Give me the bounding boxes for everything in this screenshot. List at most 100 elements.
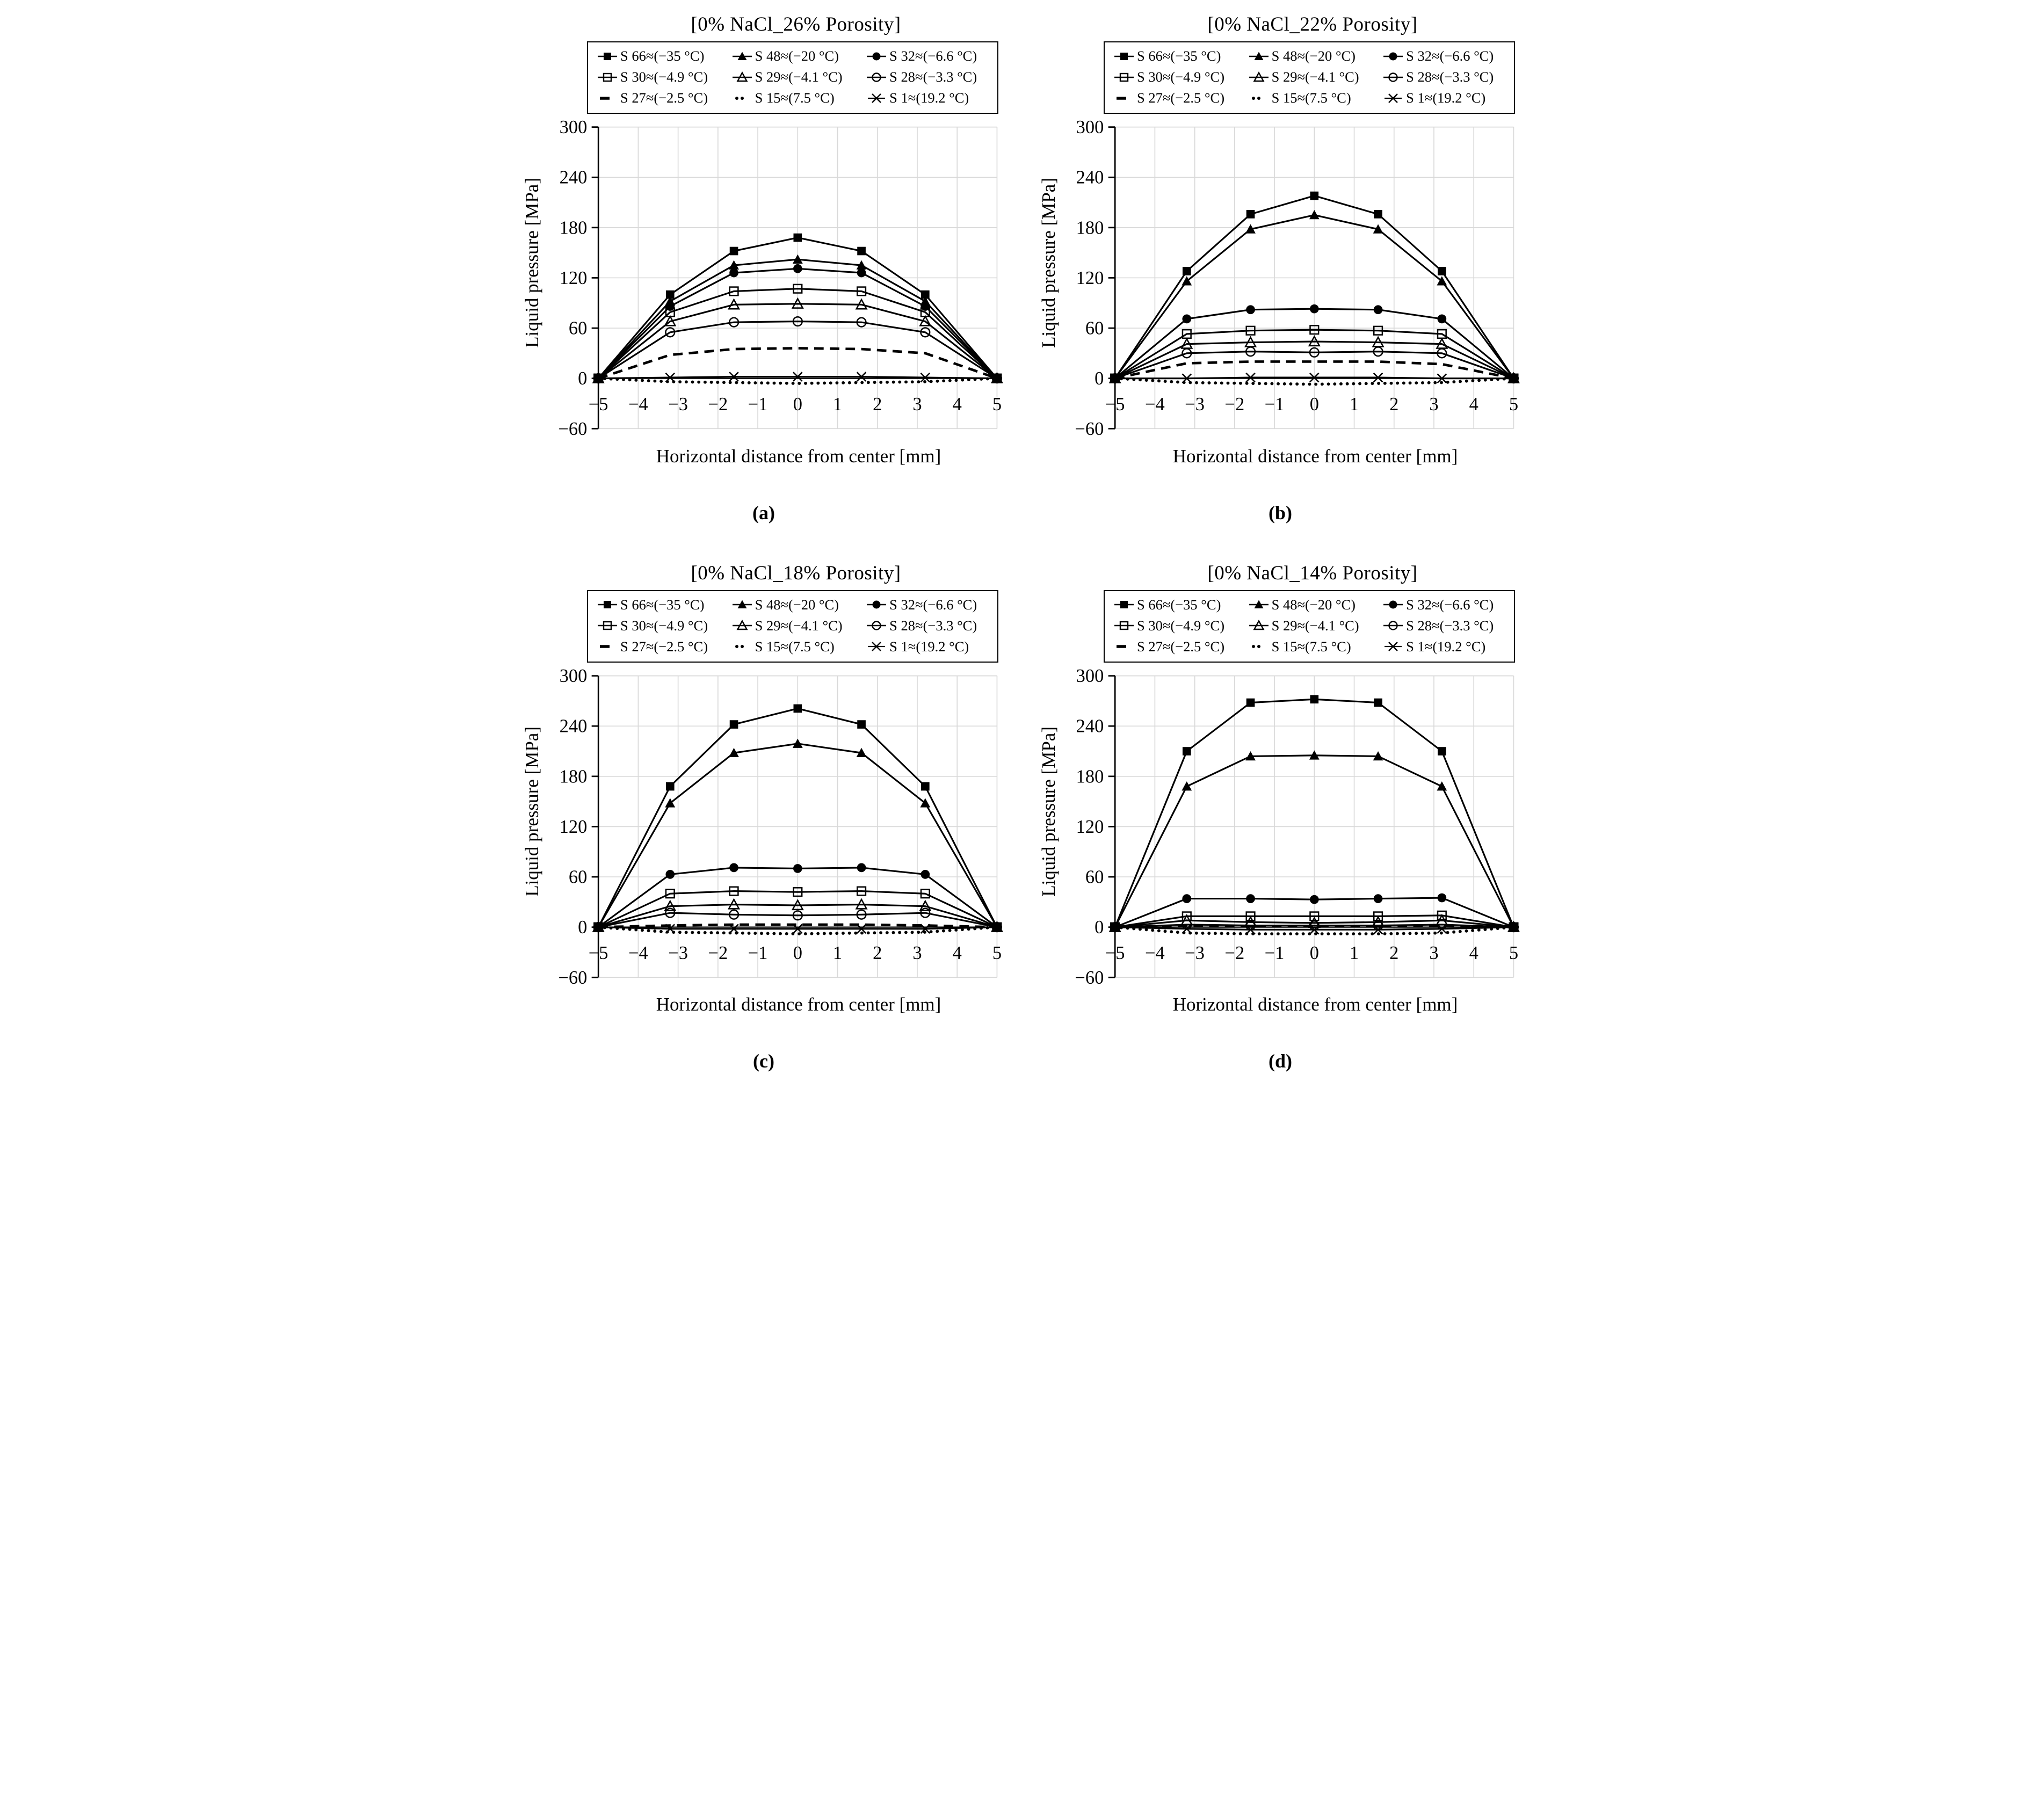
svg-text:2: 2 <box>873 394 882 415</box>
x-tick-labels: −5 −4 −3 −2 −1 0 1 2 3 4 5 <box>1105 394 1518 415</box>
legend-label: S 66≈(−35 °C) <box>620 596 705 613</box>
chart-title: [0% NaCl_14% Porosity] <box>1207 562 1418 584</box>
legend-item: S 48≈(−20 °C) <box>730 597 863 613</box>
svg-text:3: 3 <box>1429 942 1438 963</box>
legend-box: S 66≈(−35 °C) S 48≈(−20 °C) S 32≈(−6.6 °C)… <box>587 41 998 114</box>
svg-text:300: 300 <box>560 119 588 137</box>
legend-item: S 1≈(19.2 °C) <box>1381 90 1507 106</box>
legend-item: S 1≈(19.2 °C) <box>865 638 991 655</box>
svg-text:180: 180 <box>1076 217 1104 238</box>
legend-label: S 66≈(−35 °C) <box>620 48 705 64</box>
x-axis-label: Horizontal distance from center [mm] <box>656 445 941 467</box>
legend-marker-open-triangle-icon <box>1249 620 1269 630</box>
legend-label: S 66≈(−35 °C) <box>1137 48 1221 64</box>
svg-text:5: 5 <box>992 394 1002 415</box>
legend-label: S 29≈(−4.1 °C) <box>755 617 843 634</box>
legend-marker-x-cross-icon <box>868 93 886 103</box>
svg-text:60: 60 <box>1085 867 1104 887</box>
legend-marker-dotted-icon <box>735 96 744 100</box>
svg-text:−4: −4 <box>628 394 648 415</box>
legend-item: S 28≈(−3.3 °C) <box>865 617 991 634</box>
legend-marker-filled-triangle-icon <box>732 52 752 60</box>
legend-label: S 48≈(−20 °C) <box>755 48 839 64</box>
svg-text:5: 5 <box>992 942 1002 963</box>
svg-text:4: 4 <box>1469 942 1478 963</box>
legend-marker-open-triangle-icon <box>732 71 752 82</box>
legend-item: S 27≈(−2.5 °C) <box>596 90 728 106</box>
svg-text:−4: −4 <box>628 942 648 963</box>
legend-box: S 66≈(−35 °C) S 48≈(−20 °C) S 32≈(−6.6 °C)… <box>1104 41 1515 114</box>
x-tick-labels: −5 −4 −3 −2 −1 0 1 2 3 4 5 <box>589 394 1002 415</box>
gridlines <box>1114 126 1514 430</box>
legend-marker-dashed-icon <box>600 645 610 648</box>
legend-item: S 15≈(7.5 °C) <box>1247 638 1380 655</box>
svg-text:0: 0 <box>578 917 587 938</box>
legend-label: S 15≈(7.5 °C) <box>1271 90 1351 106</box>
svg-text:1: 1 <box>1350 942 1359 963</box>
svg-text:4: 4 <box>1469 394 1478 415</box>
legend-item: S 66≈(−35 °C) <box>1112 597 1245 613</box>
svg-text:−60: −60 <box>1075 967 1104 987</box>
svg-text:−1: −1 <box>1265 394 1285 415</box>
legend-label: S 27≈(−2.5 °C) <box>1137 90 1225 106</box>
legend-marker-open-circle-icon <box>1383 621 1403 630</box>
svg-text:−3: −3 <box>668 942 688 963</box>
legend-item: S 48≈(−20 °C) <box>730 48 863 64</box>
chart-plot: 300 240 180 120 60 0 −60−5 −4 −3 −2 −1 0 1 2 3 4 5 <box>558 119 1003 439</box>
svg-text:180: 180 <box>1076 766 1104 787</box>
svg-text:1: 1 <box>833 394 842 415</box>
chart-plot: 300 240 180 120 60 0 −60−5 −4 −3 −2 −1 0 1 2 3 4 5 <box>1075 119 1520 439</box>
legend-label: S 1≈(19.2 °C) <box>1406 90 1486 106</box>
legend-marker-open-square-icon <box>1114 621 1134 630</box>
svg-text:−1: −1 <box>748 942 768 963</box>
legend-marker-filled-triangle-icon <box>1249 600 1269 608</box>
legend-item: S 32≈(−6.6 °C) <box>865 48 991 64</box>
legend-box: S 66≈(−35 °C) S 48≈(−20 °C) S 32≈(−6.6 °C)… <box>1104 590 1515 663</box>
legend-label: S 1≈(19.2 °C) <box>889 90 969 106</box>
legend-item: S 15≈(7.5 °C) <box>730 638 863 655</box>
legend-item: S 48≈(−20 °C) <box>1247 597 1380 613</box>
legend-marker-filled-triangle-icon <box>732 600 752 608</box>
legend-label: S 28≈(−3.3 °C) <box>889 617 977 634</box>
svg-text:0: 0 <box>793 394 802 415</box>
y-axis-label: Liquid pressure [MPa] <box>1038 726 1059 897</box>
legend-marker-filled-triangle-icon <box>1249 52 1269 60</box>
legend-label: S 48≈(−20 °C) <box>1271 596 1356 613</box>
svg-text:−4: −4 <box>1145 394 1165 415</box>
plot-row: Liquid pressure [MPa] 300 240 180 120 60 0 −60… <box>521 119 1005 445</box>
svg-text:3: 3 <box>912 394 922 415</box>
legend-label: S 32≈(−6.6 °C) <box>1406 48 1494 64</box>
legend-label: S 30≈(−4.9 °C) <box>620 69 708 85</box>
y-axis-label: Liquid pressure [MPa] <box>521 726 542 897</box>
legend-item: S 27≈(−2.5 °C) <box>1112 638 1245 655</box>
legend-marker-dotted-icon <box>1251 645 1260 648</box>
x-axis-label: Horizontal distance from center [mm] <box>1172 445 1458 467</box>
legend-marker-open-square-icon <box>598 72 617 82</box>
legend-item: S 28≈(−3.3 °C) <box>1381 617 1507 634</box>
legend-label: S 27≈(−2.5 °C) <box>620 90 708 106</box>
legend-item: S 29≈(−4.1 °C) <box>730 617 863 634</box>
svg-text:240: 240 <box>560 716 588 736</box>
svg-text:240: 240 <box>1076 716 1104 736</box>
legend-label: S 48≈(−20 °C) <box>1271 48 1356 64</box>
legend-label: S 29≈(−4.1 °C) <box>755 69 843 85</box>
svg-text:60: 60 <box>569 318 587 339</box>
panel-b: [0% NaCl_22% Porosity] S 66≈(−35 °C) S 48… <box>1038 13 1521 524</box>
panel-caption: (c) <box>753 1050 774 1072</box>
svg-text:−3: −3 <box>1185 394 1205 415</box>
svg-text:240: 240 <box>1076 168 1104 188</box>
x-axis-label: Horizontal distance from center [mm] <box>1172 994 1458 1015</box>
svg-text:4: 4 <box>953 942 962 963</box>
svg-text:−60: −60 <box>558 419 587 439</box>
legend-item: S 30≈(−4.9 °C) <box>596 69 728 85</box>
x-tick-labels: −5 −4 −3 −2 −1 0 1 2 3 4 5 <box>589 942 1002 963</box>
chart-title: [0% NaCl_22% Porosity] <box>1207 13 1418 35</box>
svg-text:−1: −1 <box>748 394 768 415</box>
svg-text:300: 300 <box>1076 119 1104 137</box>
legend-marker-filled-circle-icon <box>1383 52 1403 60</box>
legend-marker-filled-square-icon <box>598 601 617 608</box>
svg-text:0: 0 <box>793 942 802 963</box>
legend-item: S 29≈(−4.1 °C) <box>1247 69 1380 85</box>
chart-plot: 300 240 180 120 60 0 −60−5 −4 −3 −2 −1 0 1 2 3 4 5 <box>1075 668 1520 987</box>
legend-item: S 28≈(−3.3 °C) <box>1381 69 1507 85</box>
